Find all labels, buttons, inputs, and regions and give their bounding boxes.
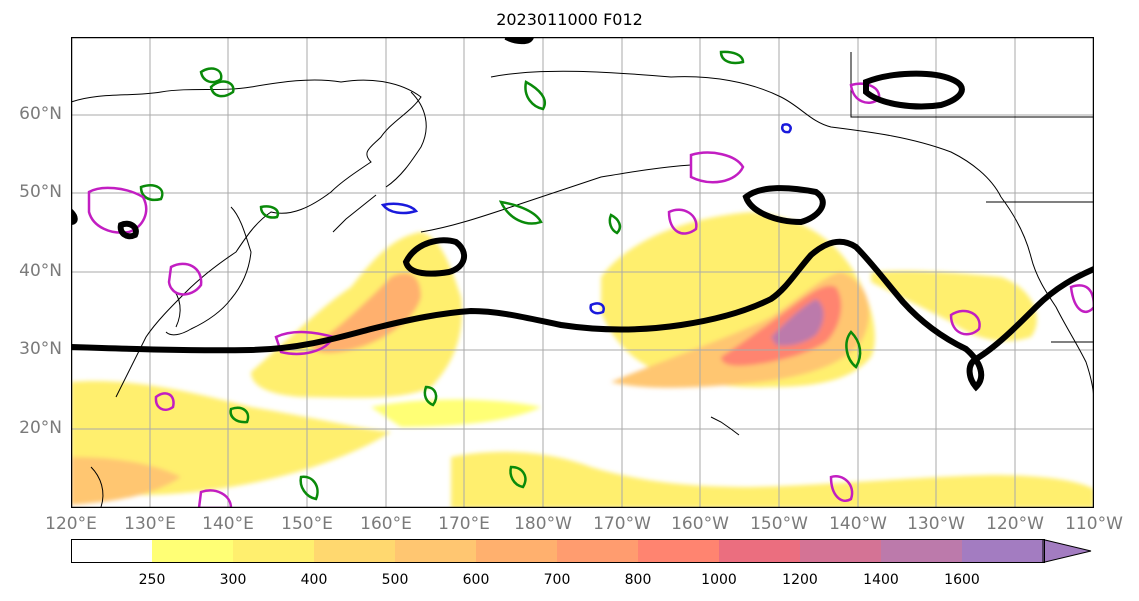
colorbar-swatch bbox=[800, 539, 882, 563]
lon-label-110W: 110°W bbox=[1065, 514, 1123, 534]
blue-contour bbox=[781, 123, 792, 134]
ivt-east bbox=[871, 270, 1037, 342]
colorbar-tick-label: 800 bbox=[624, 572, 652, 588]
map-title: 2023011000 F012 bbox=[496, 10, 643, 29]
lat-label-20N: 20°N bbox=[19, 418, 62, 438]
blue-contour bbox=[589, 302, 605, 315]
map-panel bbox=[71, 37, 1094, 508]
colorbar-swatch bbox=[395, 539, 477, 563]
green-contour bbox=[498, 200, 543, 225]
lon-label-130E: 130°E bbox=[124, 514, 176, 534]
magenta-contour bbox=[167, 262, 203, 296]
coast-kuril bbox=[332, 194, 377, 233]
magenta-contour bbox=[87, 186, 148, 234]
ivt-south-band-2 bbox=[71, 457, 181, 505]
magenta-contour bbox=[1069, 284, 1094, 313]
green-contour bbox=[259, 205, 280, 219]
green-contour bbox=[719, 50, 745, 65]
lat-label-60N: 60°N bbox=[19, 104, 62, 124]
colorbar-swatch bbox=[962, 539, 1044, 563]
ivt-south-east bbox=[451, 451, 1094, 508]
closed-low-contour bbox=[742, 185, 826, 226]
coast-kamchatka bbox=[385, 91, 427, 188]
magenta-contour bbox=[197, 489, 233, 508]
colorbar-tick-label: 700 bbox=[543, 572, 571, 588]
blue-contours bbox=[380, 123, 792, 315]
coast-aleutian bbox=[420, 164, 692, 233]
map-border bbox=[71, 37, 1094, 508]
colorbar-tick-label: 600 bbox=[462, 572, 490, 588]
ivt-plume-max bbox=[771, 299, 824, 346]
green-contour bbox=[209, 80, 235, 98]
lat-label-40N: 40°N bbox=[19, 261, 62, 281]
coast-japan bbox=[165, 206, 252, 336]
lon-label-170W: 170°W bbox=[593, 514, 651, 534]
colorbar-swatch bbox=[719, 539, 801, 563]
colorbar-swatch bbox=[71, 539, 153, 563]
colorbar-tick-label: 1600 bbox=[944, 572, 980, 588]
jet-axis bbox=[71, 238, 1094, 392]
colorbar-swatch bbox=[152, 539, 234, 563]
lon-label-180W: 180°W bbox=[514, 514, 572, 534]
magenta-contour bbox=[667, 208, 698, 235]
colorbar-swatch bbox=[233, 539, 315, 563]
colorbar-tick-label: 250 bbox=[138, 572, 166, 588]
lon-label-140W: 140°W bbox=[829, 514, 887, 534]
coast-north-america bbox=[1000, 196, 1094, 403]
ivt-mid-south bbox=[371, 399, 541, 427]
lon-label-130W: 130°W bbox=[907, 514, 965, 534]
closed-low-contour bbox=[117, 220, 139, 240]
green-contour bbox=[199, 67, 223, 84]
coastlines bbox=[71, 52, 1094, 508]
lat-label-50N: 50°N bbox=[19, 182, 62, 202]
colorbar-tick-label: 300 bbox=[219, 572, 247, 588]
coast-alaska bbox=[490, 70, 1002, 198]
lon-label-160W: 160°W bbox=[671, 514, 729, 534]
lon-label-150W: 150°W bbox=[750, 514, 808, 534]
lon-label-150E: 150°E bbox=[281, 514, 333, 534]
closed-low-contour bbox=[402, 237, 467, 277]
blue-contour bbox=[380, 202, 419, 215]
lon-label-170E: 170°E bbox=[438, 514, 490, 534]
colorbar-swatch bbox=[557, 539, 639, 563]
colorbar-swatch bbox=[476, 539, 558, 563]
green-contour bbox=[299, 475, 319, 501]
green-contour bbox=[524, 80, 546, 111]
coast-hawaii bbox=[710, 416, 740, 436]
graticule bbox=[71, 37, 1094, 508]
colorbar-tick-label: 500 bbox=[381, 572, 409, 588]
ivt-plume-west-core bbox=[311, 273, 421, 353]
colorbar-tick-label: 400 bbox=[300, 572, 328, 588]
colorbar-swatch bbox=[314, 539, 396, 563]
green-contour bbox=[509, 465, 527, 489]
colorbar-outline bbox=[71, 539, 1045, 563]
colorbar-swatch bbox=[881, 539, 963, 563]
magenta-contour bbox=[829, 474, 854, 502]
colorbar-extend-arrow bbox=[1042, 539, 1092, 563]
green-contour bbox=[139, 184, 164, 202]
green-contour bbox=[845, 330, 862, 369]
lon-label-140E: 140°E bbox=[202, 514, 254, 534]
border-canada-us bbox=[850, 52, 1094, 118]
coast-asia bbox=[71, 79, 422, 398]
lon-label-120E: 120°E bbox=[45, 514, 97, 534]
lon-label-120W: 120°W bbox=[986, 514, 1044, 534]
colorbar-tick-label: 1400 bbox=[863, 572, 899, 588]
magenta-contour bbox=[689, 151, 745, 184]
colorbar-swatch bbox=[638, 539, 720, 563]
magenta-contour bbox=[949, 309, 981, 336]
green-contour bbox=[229, 406, 250, 424]
green-contour bbox=[608, 213, 622, 235]
colorbar-tick-label: 1000 bbox=[701, 572, 737, 588]
closed-low-contour bbox=[863, 70, 965, 110]
lon-label-160E: 160°E bbox=[360, 514, 412, 534]
colorbar bbox=[71, 539, 1092, 563]
magenta-contour bbox=[154, 392, 175, 411]
green-contour bbox=[423, 385, 438, 407]
colorbar-tick-label: 1200 bbox=[782, 572, 818, 588]
coast-philippines bbox=[90, 466, 104, 508]
green-contours bbox=[139, 50, 862, 501]
lat-label-30N: 30°N bbox=[19, 339, 62, 359]
